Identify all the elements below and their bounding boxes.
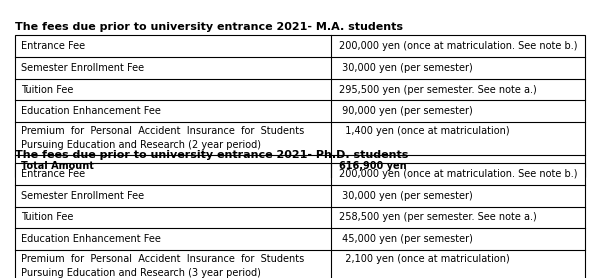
- Text: Tuition Fee: Tuition Fee: [21, 212, 73, 222]
- Text: 295,500 yen (per semester. See note a.): 295,500 yen (per semester. See note a.): [338, 85, 536, 95]
- Text: Semester Enrollment Fee: Semester Enrollment Fee: [21, 63, 144, 73]
- Text: 90,000 yen (per semester): 90,000 yen (per semester): [338, 106, 472, 116]
- Text: 258,500 yen (per semester. See note a.): 258,500 yen (per semester. See note a.): [338, 212, 536, 222]
- Text: 30,000 yen (per semester): 30,000 yen (per semester): [338, 63, 472, 73]
- Text: 45,000 yen (per semester): 45,000 yen (per semester): [338, 234, 472, 244]
- Text: Total Amount: Total Amount: [21, 161, 94, 171]
- Text: Tuition Fee: Tuition Fee: [21, 85, 73, 95]
- Text: 2,100 yen (once at matriculation): 2,100 yen (once at matriculation): [338, 254, 509, 264]
- Text: The fees due prior to university entrance 2021- M.A. students: The fees due prior to university entranc…: [15, 22, 403, 32]
- Text: Semester Enrollment Fee: Semester Enrollment Fee: [21, 191, 144, 201]
- Text: 616,900 yen: 616,900 yen: [338, 161, 406, 171]
- Text: 200,000 yen (once at matriculation. See note b.): 200,000 yen (once at matriculation. See …: [338, 41, 577, 51]
- Text: Entrance Fee: Entrance Fee: [21, 169, 85, 179]
- Text: Premium  for  Personal  Accident  Insurance  for  Students: Premium for Personal Accident Insurance …: [21, 254, 304, 264]
- Text: 200,000 yen (once at matriculation. See note b.): 200,000 yen (once at matriculation. See …: [338, 169, 577, 179]
- Text: The fees due prior to university entrance 2021- Ph.D. students: The fees due prior to university entranc…: [15, 150, 409, 160]
- Text: Education Enhancement Fee: Education Enhancement Fee: [21, 106, 161, 116]
- Text: 30,000 yen (per semester): 30,000 yen (per semester): [338, 191, 472, 201]
- Text: 1,400 yen (once at matriculation): 1,400 yen (once at matriculation): [338, 126, 509, 136]
- Text: Education Enhancement Fee: Education Enhancement Fee: [21, 234, 161, 244]
- Text: Pursuing Education and Research (3 year period): Pursuing Education and Research (3 year …: [21, 268, 261, 278]
- Text: Entrance Fee: Entrance Fee: [21, 41, 85, 51]
- Bar: [15, 163, 585, 278]
- Bar: [15, 35, 585, 177]
- Text: Premium  for  Personal  Accident  Insurance  for  Students: Premium for Personal Accident Insurance …: [21, 126, 304, 136]
- Text: Pursuing Education and Research (2 year period): Pursuing Education and Research (2 year …: [21, 140, 261, 150]
